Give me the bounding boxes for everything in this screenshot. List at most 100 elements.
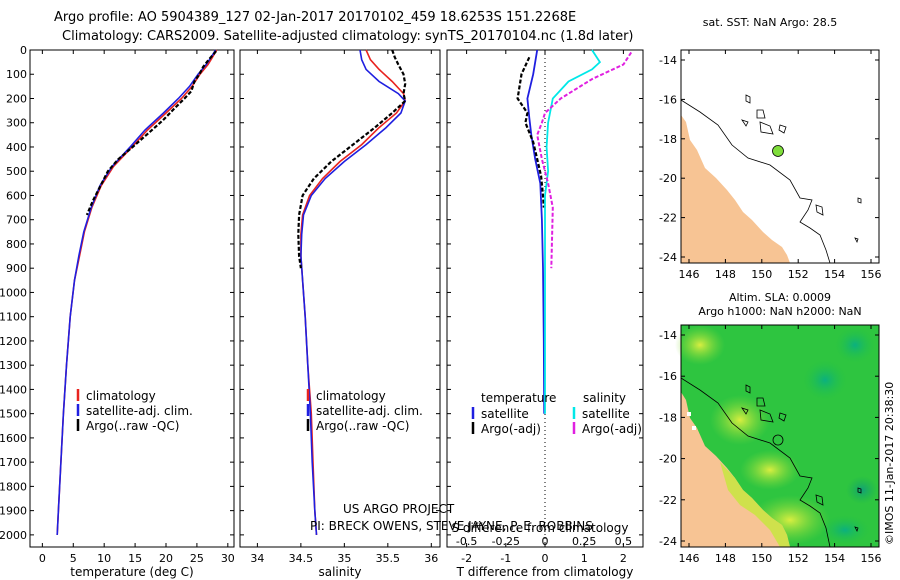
legend-label: satellite bbox=[582, 407, 630, 421]
depth-tick-label: 500 bbox=[6, 165, 27, 178]
map-x-tick-label: 150 bbox=[751, 552, 772, 565]
series-line-1 bbox=[300, 49, 407, 535]
map-x-tick-label: 148 bbox=[715, 268, 736, 281]
sla-blob bbox=[740, 450, 800, 490]
map-x-tick-label: 154 bbox=[824, 268, 845, 281]
map-sla-reefs bbox=[741, 384, 862, 533]
map-sst-frame bbox=[680, 49, 880, 264]
map-x-tick-label: 152 bbox=[788, 268, 809, 281]
depth-tick-label: 600 bbox=[6, 189, 27, 202]
map-y-tick-label: -16 bbox=[659, 370, 677, 383]
depth-tick-label: 0 bbox=[20, 44, 27, 57]
s-tick-label: -0.5 bbox=[456, 535, 477, 548]
s-tick-label: -0.25 bbox=[492, 535, 520, 548]
legend-label: Argo(-adj) bbox=[582, 422, 642, 436]
legend-label: satellite-adj. clim. bbox=[86, 404, 193, 418]
s-tick-label: 0 bbox=[542, 535, 549, 548]
x-tick-label: 36 bbox=[424, 552, 438, 565]
map-x-tick-label: 150 bbox=[751, 268, 772, 281]
series-line-2 bbox=[300, 49, 407, 535]
map-y-tick-label: -14 bbox=[659, 54, 677, 67]
panel-3: -2 -1 0 1 2T difference from climatology -0.5… bbox=[446, 49, 644, 579]
white-marker bbox=[687, 412, 691, 416]
panel-1: 0100200300400500600700800900100011001200… bbox=[0, 44, 235, 579]
legend-title-temperature: temperature bbox=[481, 391, 556, 405]
depth-tick-label: 1300 bbox=[0, 359, 27, 372]
map-y-tick-label: -14 bbox=[659, 329, 677, 342]
x-tick-label: 35 bbox=[337, 552, 351, 565]
depth-tick-label: 900 bbox=[6, 262, 27, 275]
sla-blob bbox=[710, 395, 770, 445]
map-sla-title1: Altim. SLA: 0.0009 bbox=[729, 291, 831, 304]
depth-tick-label: 300 bbox=[6, 117, 27, 130]
coastal-band bbox=[720, 462, 790, 547]
x-tick-label: 10 bbox=[97, 552, 111, 565]
map-sst: sat. SST: NaN Argo: 28.5 146 148 150 152 154… bbox=[659, 16, 881, 281]
x-tick-label: 34.5 bbox=[289, 552, 314, 565]
series-line-1 bbox=[526, 49, 546, 414]
x-tick-label: 35.5 bbox=[376, 552, 401, 565]
figure-title-line2: Climatology: CARS2009. Satellite-adjuste… bbox=[62, 29, 634, 44]
depth-tick-label: 400 bbox=[6, 141, 27, 154]
x-tick-label: 0 bbox=[39, 552, 46, 565]
argo-location-marker bbox=[772, 145, 784, 157]
map-sla-frame bbox=[680, 324, 880, 548]
map-x-tick-label: 146 bbox=[679, 268, 700, 281]
white-marker bbox=[692, 426, 696, 430]
depth-tick-label: 1400 bbox=[0, 383, 27, 396]
x-axis-label: T difference from climatology bbox=[456, 565, 634, 579]
figure-title-line1: Argo profile: AO 5904389_127 02-Jan-2017… bbox=[54, 10, 577, 25]
s-tick-label: 0.5 bbox=[615, 535, 633, 548]
series-line-2 bbox=[56, 49, 217, 535]
map-sst-reefs bbox=[741, 94, 862, 244]
depth-tick-label: 1800 bbox=[0, 480, 27, 493]
x-tick-label: 5 bbox=[70, 552, 77, 565]
map-sla-land bbox=[681, 392, 790, 547]
sla-blob bbox=[846, 476, 878, 504]
legend-label: Argo(..raw -QC) bbox=[316, 419, 409, 433]
map-y-tick-label: -20 bbox=[659, 172, 677, 185]
map-sst-land bbox=[681, 115, 790, 263]
legend-title-salinity: salinity bbox=[583, 391, 626, 405]
depth-tick-label: 2000 bbox=[0, 529, 27, 542]
series-line-3 bbox=[85, 50, 217, 216]
depth-tick-label: 1500 bbox=[0, 408, 27, 421]
series-line-3 bbox=[544, 49, 602, 414]
s-tick-label: 0.25 bbox=[572, 535, 597, 548]
map-y-tick-label: -24 bbox=[659, 535, 677, 548]
map-x-tick-label: 156 bbox=[861, 552, 882, 565]
map-y-tick-label: -22 bbox=[659, 212, 677, 225]
depth-tick-label: 700 bbox=[6, 214, 27, 227]
depth-tick-label: 200 bbox=[6, 92, 27, 105]
imos-timestamp: ©IMOS 11-Jan-2017 20:38:30 bbox=[883, 382, 896, 545]
x-tick-label: 25 bbox=[190, 552, 204, 565]
argo-location-ring bbox=[772, 434, 784, 446]
map-y-tick-label: -18 bbox=[659, 133, 677, 146]
x-tick-label: 20 bbox=[159, 552, 173, 565]
panel-frame bbox=[29, 49, 235, 548]
legend-label: Argo(..raw -QC) bbox=[86, 419, 179, 433]
map-y-tick-label: -22 bbox=[659, 494, 677, 507]
credits-line2: PI: BRECK OWENS, STEVE JAYNE, P. E. ROBB… bbox=[310, 519, 593, 533]
x-tick-label: 1 bbox=[581, 552, 588, 565]
x-tick-label: -2 bbox=[461, 552, 472, 565]
map-sla-title2: Argo h1000: NaN h2000: NaN bbox=[698, 305, 861, 318]
map-y-tick-label: -20 bbox=[659, 453, 677, 466]
map-sla-shelf-contour bbox=[680, 377, 831, 548]
map-y-tick-label: -18 bbox=[659, 411, 677, 424]
legend-label: Argo(-adj) bbox=[481, 422, 541, 436]
sla-blob bbox=[675, 325, 725, 365]
panel-frame bbox=[239, 49, 441, 548]
map-sst-title: sat. SST: NaN Argo: 28.5 bbox=[703, 16, 837, 29]
x-tick-label: 2 bbox=[620, 552, 627, 565]
series-line-1 bbox=[56, 49, 218, 535]
panel-2: 34 34.5 35 35.5 36 salinity climatologysatelli… bbox=[239, 49, 441, 579]
map-x-tick-label: 146 bbox=[679, 552, 700, 565]
credits-line1: US ARGO PROJECT bbox=[343, 502, 455, 516]
depth-tick-label: 1100 bbox=[0, 311, 27, 324]
depth-tick-label: 1200 bbox=[0, 335, 27, 348]
depth-tick-label: 1900 bbox=[0, 505, 27, 518]
depth-tick-label: 1000 bbox=[0, 286, 27, 299]
map-sla: Altim. SLA: 0.0009 Argo h1000: NaN h2000… bbox=[659, 291, 881, 565]
legend-label: climatology bbox=[86, 389, 156, 403]
